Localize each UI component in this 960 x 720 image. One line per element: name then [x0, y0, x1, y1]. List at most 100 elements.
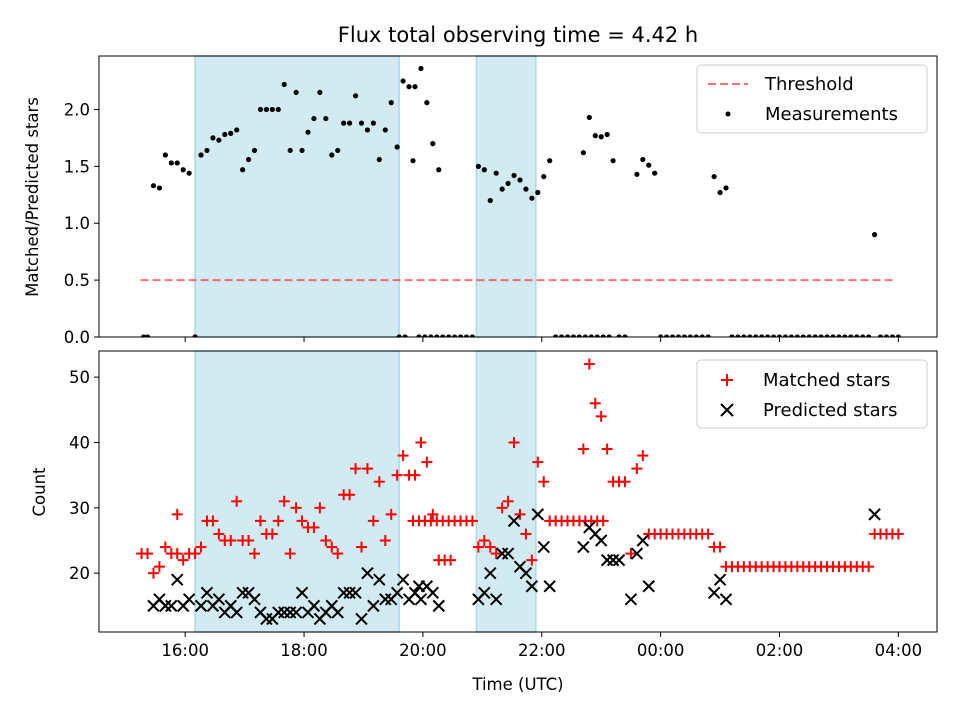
- count-x-tick-label: 16:00: [161, 641, 209, 660]
- count-x-tick-label: 02:00: [756, 641, 804, 660]
- measurement-point: [424, 100, 430, 106]
- ratio-y-tick-label: 2.0: [64, 100, 90, 119]
- measurement-point: [570, 334, 577, 337]
- measurement-point: [753, 334, 759, 337]
- predicted-stars-points: [147, 508, 881, 626]
- measurement-point: [576, 334, 583, 337]
- matched-star-point: [421, 456, 433, 468]
- predicted-star-point: [248, 593, 261, 606]
- measurement-point: [412, 84, 418, 90]
- shaded-intervals: [194, 55, 537, 338]
- matched-star-point: [577, 443, 589, 455]
- predicted-star-point: [577, 540, 590, 554]
- measurement-point: [681, 334, 688, 337]
- measurement-point: [198, 152, 204, 158]
- ratio-y-axis-label: Matched/Predicted stars: [23, 97, 42, 297]
- measurement-point: [287, 147, 293, 154]
- measurement-point: [376, 156, 382, 163]
- predicted-star-point: [414, 593, 428, 606]
- measurement-point: [402, 334, 408, 337]
- predicted-star-point: [171, 573, 184, 586]
- matched-star-point: [171, 548, 183, 560]
- legend-predicted-label: Predicted stars: [763, 400, 897, 421]
- count-x-tick-label: 22:00: [518, 641, 566, 660]
- matched-star-point: [526, 554, 538, 566]
- ratio-panel: 0.00.51.01.52.0 Matched/Predicted stars …: [23, 55, 938, 347]
- matched-star-point: [308, 521, 320, 533]
- predicted-star-point: [396, 573, 410, 586]
- measurement-point: [487, 197, 493, 204]
- ratio-y-tick-label: 0.5: [64, 271, 90, 290]
- measurement-point: [586, 114, 592, 121]
- matched-star-point: [290, 502, 302, 514]
- count-x-tick-label: 18:00: [280, 641, 328, 660]
- measurement-point: [848, 334, 854, 337]
- matched-star-point: [496, 502, 508, 514]
- predicted-star-point: [642, 580, 655, 593]
- count-y-tick-label: 20: [69, 564, 90, 583]
- measurement-point: [317, 89, 323, 96]
- ratio-y-tick-label: 1.0: [64, 214, 90, 233]
- matched-star-point: [254, 515, 266, 527]
- measurement-point: [144, 334, 151, 337]
- measurement-point: [204, 147, 210, 154]
- measurement-point: [800, 334, 806, 337]
- measurement-point: [747, 334, 753, 337]
- measurement-point: [245, 156, 252, 163]
- matched-star-point: [231, 495, 243, 507]
- matched-star-point: [863, 561, 875, 573]
- matched-star-point: [532, 456, 544, 468]
- matched-star-point: [225, 535, 237, 547]
- measurement-point: [610, 158, 616, 164]
- legend-matched-label: Matched stars: [763, 370, 890, 391]
- measurement-point: [186, 170, 192, 176]
- matched-star-point: [314, 502, 326, 514]
- measurement-point: [836, 334, 842, 337]
- matched-star-point: [502, 495, 514, 507]
- measurement-point: [440, 334, 446, 337]
- measurement-point: [428, 334, 434, 337]
- measurement-point: [788, 334, 794, 337]
- measurement-point: [257, 106, 264, 113]
- measurement-point: [517, 177, 523, 183]
- measurement-point: [358, 120, 365, 126]
- matched-star-point: [478, 535, 490, 547]
- matched-star-point: [379, 535, 391, 547]
- measurement-point: [877, 334, 884, 337]
- matched-star-point: [350, 463, 362, 475]
- measurement-point: [553, 334, 559, 337]
- measurement-point: [889, 334, 896, 337]
- predicted-star-point: [349, 586, 362, 599]
- predicted-star-point: [367, 599, 380, 613]
- measurement-point: [382, 127, 388, 133]
- matched-star-point: [171, 508, 183, 520]
- measurement-point: [299, 147, 305, 154]
- legend-predicted-swatch: [720, 403, 734, 417]
- predicted-star-point: [412, 580, 426, 593]
- predicted-star-point: [373, 573, 386, 586]
- measurement-point: [275, 106, 281, 113]
- measurement-point: [883, 334, 890, 337]
- matched-star-point: [189, 548, 201, 560]
- measurement-point: [364, 127, 371, 133]
- measurement-point: [341, 120, 347, 126]
- matched-star-point: [213, 528, 225, 540]
- matched-star-point: [514, 508, 526, 520]
- measurement-point: [436, 167, 442, 173]
- measurement-point: [347, 120, 353, 126]
- count-y-axis-label: Count: [30, 467, 49, 517]
- predicted-star-point: [624, 593, 638, 606]
- measurement-point: [717, 189, 723, 196]
- measurement-point: [812, 334, 818, 337]
- measurement-point: [352, 93, 359, 99]
- count-panel-frame: [98, 350, 938, 633]
- measurement-point: [600, 334, 606, 337]
- matched-star-point: [637, 450, 649, 462]
- shaded-interval: [194, 350, 400, 633]
- matched-star-point: [249, 548, 261, 560]
- measurement-point: [854, 334, 860, 337]
- measurement-point: [842, 334, 848, 337]
- measurement-point: [434, 334, 440, 337]
- predicted-star-point: [612, 553, 626, 567]
- matched-star-point: [892, 528, 904, 540]
